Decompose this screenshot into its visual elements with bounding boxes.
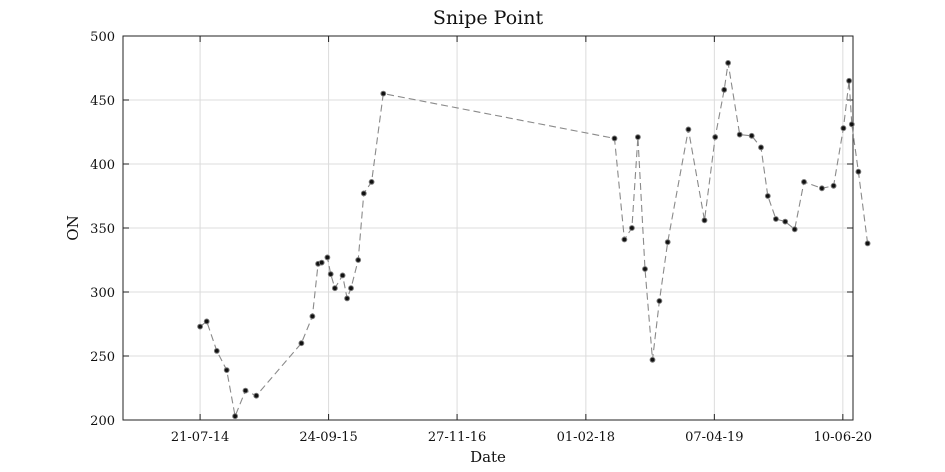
data-point <box>309 313 316 320</box>
data-point <box>764 193 771 199</box>
data-point <box>830 182 837 189</box>
chart-title: Snipe Point <box>433 7 544 29</box>
data-point <box>864 240 871 247</box>
data-point <box>621 236 628 243</box>
data-point <box>324 254 331 261</box>
data-point <box>232 413 239 420</box>
data-point <box>327 271 334 278</box>
grid <box>123 36 853 420</box>
data-point <box>611 135 618 142</box>
series-line <box>199 62 869 419</box>
x-tick-label: 07-04-19 <box>685 430 743 445</box>
data-point <box>855 168 862 175</box>
data-point <box>848 121 855 128</box>
x-tick-label: 10-06-20 <box>814 430 872 445</box>
data-point <box>712 134 719 141</box>
y-tick-label: 500 <box>90 30 115 45</box>
data-point <box>629 225 635 231</box>
data-point <box>819 185 825 192</box>
y-tick-label: 400 <box>90 158 115 173</box>
x-tick-label: 21-07-14 <box>171 430 229 445</box>
data-point <box>348 285 354 292</box>
data-point <box>355 257 362 263</box>
data-point <box>791 226 798 233</box>
data-point <box>642 266 648 272</box>
y-tick-label: 250 <box>90 350 115 365</box>
data-point <box>801 179 807 185</box>
data-point <box>635 134 641 141</box>
data-point <box>339 272 346 279</box>
x-tick-label: 27-11-16 <box>428 430 486 445</box>
data-point <box>298 340 305 347</box>
data-point <box>223 367 230 374</box>
data-point <box>758 144 764 151</box>
data-point <box>736 131 743 138</box>
x-tick-labels: 21-07-14 24-09-15 27-11-16 01-02-18 07-04-19… <box>171 430 872 445</box>
data-point <box>664 239 671 246</box>
data-point <box>344 295 351 302</box>
y-tick-label: 300 <box>90 286 115 301</box>
axis-ticks <box>123 35 853 421</box>
data-point <box>360 190 367 197</box>
y-tick-label: 450 <box>90 94 115 109</box>
data-point <box>368 179 375 185</box>
x-axis-label: Date <box>470 448 506 466</box>
data-point <box>203 318 210 325</box>
data-point <box>656 298 663 304</box>
data-point <box>721 86 728 93</box>
data-point <box>213 348 220 354</box>
y-tick-label: 200 <box>90 414 115 429</box>
data-point <box>242 387 249 394</box>
data-point <box>649 356 656 363</box>
data-point <box>782 218 789 225</box>
data-point <box>685 126 692 133</box>
x-tick-label: 01-02-18 <box>557 430 615 445</box>
data-point <box>725 60 731 66</box>
data-points <box>197 60 871 420</box>
data-point <box>197 323 204 330</box>
data-point <box>332 285 338 292</box>
data-point <box>748 132 755 139</box>
data-point <box>380 90 387 97</box>
y-tick-labels: 200 250 300 350 400 450 500 <box>90 30 115 429</box>
y-axis-label: ON <box>64 215 82 240</box>
data-point <box>773 216 779 222</box>
y-tick-label: 350 <box>90 222 115 237</box>
data-point <box>846 77 852 84</box>
data-point <box>253 392 260 399</box>
data-point <box>701 217 708 224</box>
data-point <box>840 125 847 132</box>
x-tick-label: 24-09-15 <box>299 430 357 445</box>
data-point <box>318 259 325 266</box>
